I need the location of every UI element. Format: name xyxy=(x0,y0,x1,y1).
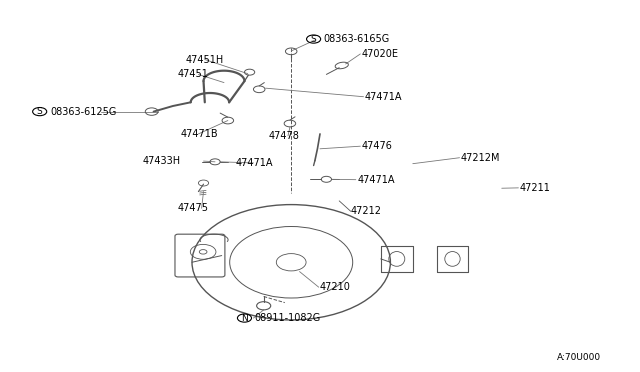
Text: 47433H: 47433H xyxy=(142,156,180,166)
Text: 47476: 47476 xyxy=(362,141,392,151)
Text: 47471B: 47471B xyxy=(180,129,218,139)
Text: S: S xyxy=(37,107,42,116)
Text: 08911-1082G: 08911-1082G xyxy=(254,313,321,323)
Text: 47471A: 47471A xyxy=(357,175,395,185)
Text: 47211: 47211 xyxy=(520,183,550,193)
Text: A:70U000: A:70U000 xyxy=(557,353,601,362)
Text: 47451: 47451 xyxy=(178,70,209,79)
Text: 47471A: 47471A xyxy=(236,158,273,168)
Text: 08363-6125G: 08363-6125G xyxy=(50,107,116,116)
Text: 08363-6165G: 08363-6165G xyxy=(323,34,390,44)
Text: 47210: 47210 xyxy=(320,282,351,292)
Text: 47212: 47212 xyxy=(351,206,381,216)
Text: 47475: 47475 xyxy=(178,203,209,213)
Text: 47212M: 47212M xyxy=(461,153,500,163)
Text: 47020E: 47020E xyxy=(362,49,399,59)
Text: N: N xyxy=(241,314,248,323)
Text: 47478: 47478 xyxy=(269,131,300,141)
Text: 47471A: 47471A xyxy=(365,92,403,102)
Text: 47451H: 47451H xyxy=(186,55,224,64)
Text: S: S xyxy=(311,35,316,44)
